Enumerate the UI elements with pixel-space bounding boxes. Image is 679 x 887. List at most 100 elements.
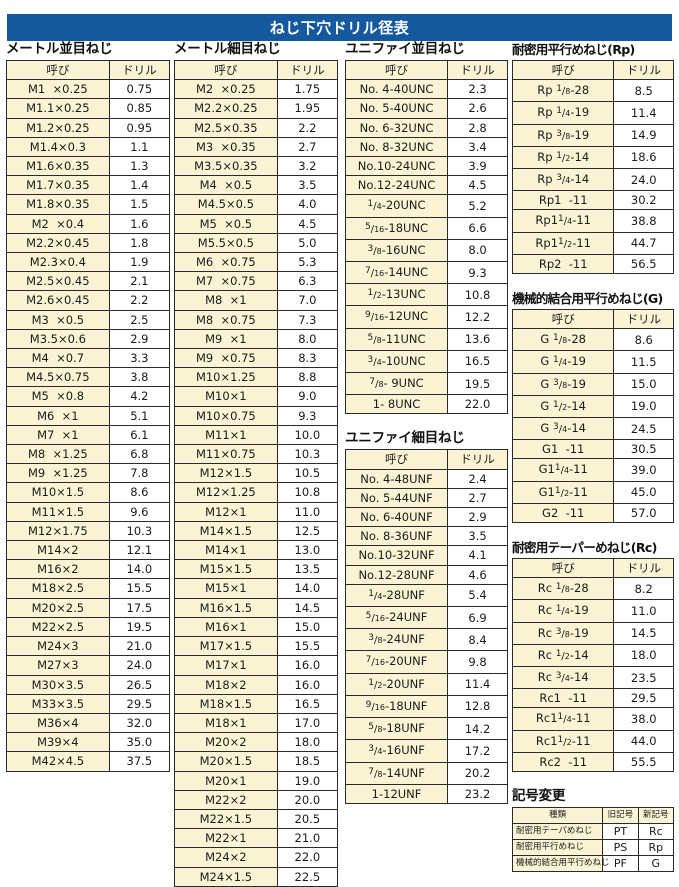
table-row: 5/16-18UNC 6.6 <box>344 216 508 240</box>
table-row: M22×1.5 20.5 <box>174 808 339 830</box>
table-row: M39×4 35.0 <box>6 732 171 753</box>
table-row: Rp 1/2-14 18.6 <box>511 145 674 170</box>
cell-designation: 9/16-18UNF <box>344 694 449 719</box>
cell-drill-diameter: 13.0 <box>276 540 339 561</box>
cell-designation: M16×1 <box>174 616 278 638</box>
cell-drill-diameter: 1.8 <box>108 232 171 254</box>
cell-old-symbol: PT <box>602 823 639 841</box>
section-title-g: 機械的結合用平行めねじ(G) <box>512 291 663 307</box>
table-row: No. 6-32UNC 2.8 <box>344 117 508 138</box>
table-row: G1 -11 30.5 <box>511 439 674 460</box>
cell-designation: M3.5×0.6 <box>6 328 110 350</box>
table-row: Rp 1/4-19 11.4 <box>511 101 674 125</box>
cell-designation: M12×1.5 <box>174 463 278 484</box>
cell-designation: M1 ×0.25 <box>6 79 110 100</box>
table-row: M2.5×0.35 2.2 <box>174 117 339 138</box>
col-header-drill: ドリル <box>447 59 508 81</box>
section-title-symbol-change: 記号変更 <box>512 788 566 805</box>
table-row: M14×2 12.1 <box>6 540 171 561</box>
cell-designation: M15×1.5 <box>174 559 278 580</box>
cell-designation: 7/8- 9UNC <box>344 372 449 396</box>
cell-designation: M14×2 <box>6 540 110 561</box>
cell-drill-diameter: 2.4 <box>447 468 508 489</box>
table-row: Rc 3/4-14 23.5 <box>511 666 674 690</box>
cell-drill-diameter: 29.5 <box>613 688 674 709</box>
cell-drill-diameter: 1.3 <box>108 156 171 177</box>
cell-drill-diameter: 56.5 <box>613 253 674 275</box>
cell-designation: M5.5×0.5 <box>174 232 278 254</box>
cell-designation: M24×1.5 <box>174 866 278 887</box>
cell-drill-diameter: 1.1 <box>108 136 171 158</box>
cell-new-symbol: G <box>637 855 675 873</box>
cell-drill-diameter: 18.5 <box>276 751 339 772</box>
cell-drill-diameter: 29.5 <box>108 693 171 714</box>
spacer <box>512 274 674 290</box>
cell-drill-diameter: 24.0 <box>613 168 674 192</box>
cell-drill-diameter: 3.3 <box>108 348 171 369</box>
cell-drill-diameter: 6.8 <box>108 444 171 465</box>
cell-drill-diameter: 20.0 <box>276 789 339 810</box>
table-row: Rc 1/8-28 8.2 <box>511 577 674 601</box>
cell-drill-diameter: 19.5 <box>108 616 171 638</box>
cell-designation: 7/8-14UNF <box>344 761 449 785</box>
table-row: 3/8-24UNF 8.4 <box>344 628 508 652</box>
table-row: No.10-32UNF 4.1 <box>344 545 508 566</box>
cell-designation: M2.5×0.35 <box>174 117 278 138</box>
cell-drill-diameter: 1.75 <box>276 79 339 100</box>
cell-drill-diameter: 8.6 <box>613 328 674 352</box>
cell-designation: M16×1.5 <box>174 597 278 618</box>
table-row: M5 ×0.8 4.2 <box>6 386 171 407</box>
cell-drill-diameter: 22.0 <box>447 394 508 415</box>
table-unified-coarse: 呼び ドリル No. 4-40UNC 2.3 No. 5-40UNC 2.6 No. 6… <box>344 59 508 415</box>
table-row: No. 5-44UNF 2.7 <box>344 487 508 509</box>
cell-designation: M1.4×0.3 <box>6 136 110 158</box>
cell-drill-diameter: 20.5 <box>276 808 339 830</box>
table-row: Rp 3/4-14 24.0 <box>511 168 674 192</box>
cell-designation: Rp2 -11 <box>511 253 615 275</box>
cell-drill-diameter: 44.0 <box>613 729 674 753</box>
table-row: Rc 3/8-19 14.5 <box>511 621 674 645</box>
cell-drill-diameter: 4.5 <box>276 213 339 234</box>
cell-drill-diameter: 11.4 <box>613 101 674 125</box>
cell-designation: M24×3 <box>6 636 110 657</box>
cell-designation: M7 ×0.75 <box>174 271 278 292</box>
cell-drill-diameter: 2.7 <box>276 136 339 158</box>
table-row: M14×1 13.0 <box>174 540 339 561</box>
cell-designation: M3 ×0.35 <box>174 136 278 158</box>
cell-drill-diameter: 14.0 <box>108 559 171 580</box>
table-row: M3.5×0.6 2.9 <box>6 328 171 350</box>
cell-drill-diameter: 23.5 <box>613 666 674 690</box>
table-row: M7 ×1 6.1 <box>6 424 171 446</box>
cell-designation: M20×1 <box>174 770 278 791</box>
table-row: Rc1 -11 29.5 <box>511 688 674 709</box>
cell-drill-diameter: 45.0 <box>613 480 674 504</box>
table-row: M4.5×0.75 3.8 <box>6 367 171 388</box>
cell-drill-diameter: 5.2 <box>447 194 508 218</box>
cell-drill-diameter: 3.5 <box>276 175 339 196</box>
cell-designation: M11×1 <box>174 424 278 446</box>
table-row: G 1/8-28 8.6 <box>511 328 674 352</box>
table-row: M2 ×0.25 1.75 <box>174 79 339 100</box>
cell-designation: 3/4-16UNF <box>344 739 449 763</box>
cell-drill-diameter: 1.9 <box>108 252 171 273</box>
col-header-drill: ドリル <box>276 59 339 81</box>
table-row: No. 6-40UNF 2.9 <box>344 507 508 528</box>
cell-designation: No.12-24UNC <box>344 175 449 196</box>
table-row: M18×2.5 15.5 <box>6 578 171 599</box>
cell-drill-diameter: 0.95 <box>108 117 171 138</box>
cell-designation: M20×1.5 <box>174 751 278 772</box>
table-row: No. 8-36UNF 3.5 <box>344 526 508 547</box>
cell-drill-diameter: 10.3 <box>276 444 339 465</box>
col-header-name: 呼び <box>511 59 615 81</box>
cell-designation: No. 4-40UNC <box>344 79 449 100</box>
table-row: G11/4-11 39.0 <box>511 458 674 482</box>
table-row: M20×2.5 17.5 <box>6 597 171 618</box>
cell-drill-diameter: 2.2 <box>108 290 171 311</box>
table-row: 耐密用テーパめねじ PT Rc <box>511 823 675 841</box>
cell-designation: G11/4-11 <box>511 458 615 482</box>
cell-drill-diameter: 17.2 <box>447 739 508 763</box>
table-rp: 呼び ドリル Rp 1/8-28 8.5 Rp 1/4-19 11.4 Rp 3/8-1… <box>511 59 674 275</box>
cell-drill-diameter: 15.0 <box>276 616 339 638</box>
cell-designation: G11/2-11 <box>511 480 615 504</box>
col-header-old-symbol: 旧記号 <box>602 807 639 825</box>
